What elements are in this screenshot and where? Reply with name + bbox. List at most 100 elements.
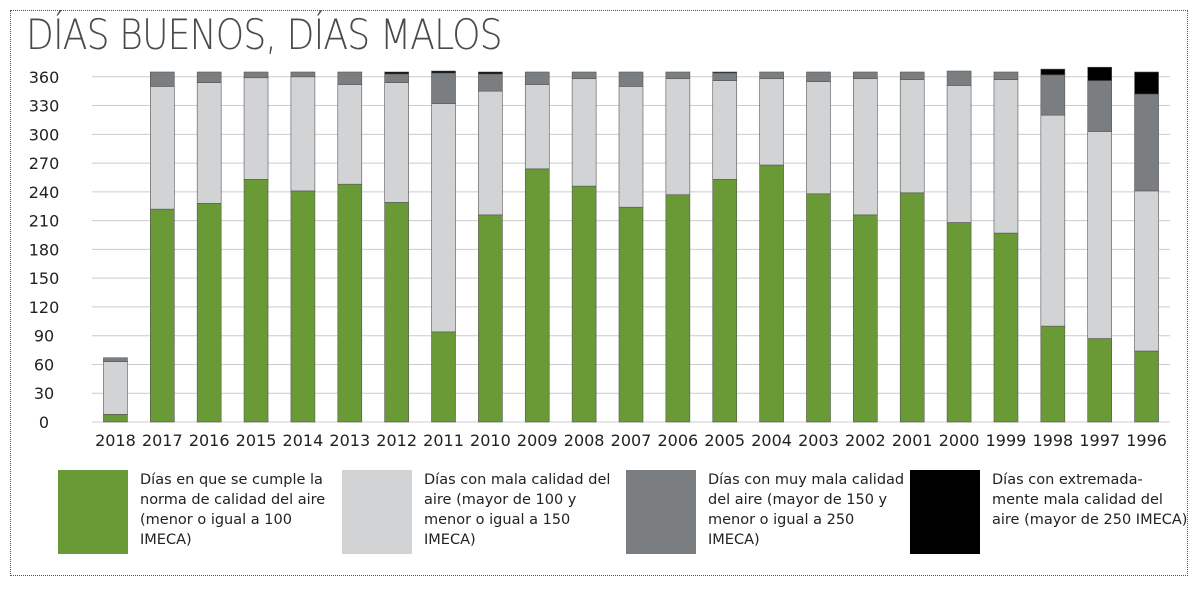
x-tick-label: 2016 xyxy=(189,431,230,450)
legend-swatch-buenos xyxy=(58,470,128,554)
y-tick-label: 300 xyxy=(29,125,60,144)
x-tick-label: 2004 xyxy=(751,431,792,450)
bar-segment-buenos xyxy=(946,222,972,423)
bar-stack-2017 xyxy=(150,71,175,423)
bar-segment-buenos xyxy=(478,214,503,423)
bar-segment-buenos xyxy=(571,185,597,423)
x-tick-label: 2018 xyxy=(95,431,136,450)
x-tick-label: 2008 xyxy=(564,431,605,450)
bar-segment-muy-mala xyxy=(712,72,738,81)
bar-segment-muy-mala xyxy=(150,71,175,87)
bar-segment-buenos xyxy=(665,194,691,423)
legend-swatch-mala xyxy=(342,470,412,554)
x-tick-label: 1996 xyxy=(1126,431,1167,450)
bar-segment-mala xyxy=(993,79,1019,234)
legend-label-buenos: Días en que se cumple la norma de calida… xyxy=(140,472,326,548)
y-tick-label: 210 xyxy=(29,212,60,231)
bar-segment-mala xyxy=(196,82,222,204)
bar-segment-extrema xyxy=(384,71,409,75)
x-tick-label: 2014 xyxy=(283,431,324,450)
bar-stack-2000 xyxy=(946,70,972,423)
bar-segment-mala xyxy=(103,361,128,415)
bar-segment-extrema xyxy=(1040,68,1066,76)
bar-segment-muy-mala xyxy=(1040,74,1066,116)
x-tick-label: 2007 xyxy=(611,431,652,450)
bar-segment-buenos xyxy=(899,192,925,423)
bar-segment-muy-mala xyxy=(431,72,456,104)
bar-segment-extrema xyxy=(712,71,738,74)
bar-stack-2011 xyxy=(431,70,456,423)
bar-segment-muy-mala xyxy=(618,71,644,87)
bar-segment-mala xyxy=(665,78,691,196)
y-tick-label: 240 xyxy=(29,183,60,202)
bar-segment-mala xyxy=(806,81,831,195)
bar-segment-buenos xyxy=(806,193,831,423)
bar-segment-muy-mala xyxy=(571,71,597,80)
bar-segment-buenos xyxy=(712,179,738,423)
bar-stack-2002 xyxy=(853,71,878,423)
bar-segment-buenos xyxy=(1087,338,1112,423)
bar-segment-buenos xyxy=(103,414,128,423)
bar-segment-buenos xyxy=(759,164,784,423)
bar-segment-muy-mala xyxy=(806,71,831,82)
bar-segment-muy-mala xyxy=(524,71,550,85)
legend-item-muy-mala: Días con muy mala calidad del aire (mayo… xyxy=(626,470,908,554)
legend-item-mala: Días con mala calidad del aire (mayor de… xyxy=(342,470,624,554)
bar-segment-buenos xyxy=(524,168,550,423)
bar-segment-buenos xyxy=(1040,325,1066,423)
x-tick-label: 2001 xyxy=(892,431,933,450)
bar-segment-muy-mala xyxy=(478,73,503,92)
bar-segment-buenos xyxy=(243,179,269,423)
bar-stack-2005 xyxy=(712,71,738,423)
bar-segment-buenos xyxy=(618,206,644,423)
legend-label-mala: Días con mala calidad del aire (mayor de… xyxy=(424,472,611,548)
bar-segment-mala xyxy=(946,85,972,223)
x-tick-label: 1999 xyxy=(986,431,1027,450)
bar-segment-mala xyxy=(899,79,925,194)
bar-stack-1999 xyxy=(993,71,1019,423)
bar-segment-buenos xyxy=(337,183,363,423)
bar-segment-muy-mala xyxy=(243,71,269,79)
x-axis-ticks: 2018 2017 2016 2015 2014 2013 2012 2011 2010 2009… xyxy=(95,431,1167,450)
bar-segment-mala xyxy=(1087,131,1112,339)
bar-stack-2008 xyxy=(571,71,597,423)
bar-stack-1998 xyxy=(1040,68,1066,423)
bar-segment-mala xyxy=(243,77,269,180)
y-tick-label: 60 xyxy=(34,355,54,374)
bar-segment-buenos xyxy=(290,190,316,423)
bar-segment-muy-mala xyxy=(337,71,363,85)
bar-segment-muy-mala xyxy=(665,71,691,80)
bar-segment-mala xyxy=(431,103,456,333)
x-tick-label: 2006 xyxy=(658,431,699,450)
y-tick-label: 0 xyxy=(39,413,49,432)
bar-stack-2015 xyxy=(243,71,269,423)
x-tick-label: 2005 xyxy=(704,431,745,450)
bar-segment-mala xyxy=(1134,190,1159,352)
y-tick-label: 120 xyxy=(29,298,60,317)
x-tick-label: 2000 xyxy=(939,431,980,450)
x-tick-label: 2003 xyxy=(798,431,839,450)
bar-segment-muy-mala xyxy=(103,357,128,362)
x-tick-label: 2017 xyxy=(142,431,183,450)
legend-label-muy-mala: Días con muy mala calidad del aire (mayo… xyxy=(708,472,905,548)
bars xyxy=(103,66,1159,423)
bar-stack-2007 xyxy=(618,71,644,423)
bar-stack-2013 xyxy=(337,71,363,423)
bar-segment-muy-mala xyxy=(759,71,784,80)
bar-stack-2001 xyxy=(899,71,925,423)
bar-segment-mala xyxy=(759,78,784,166)
y-tick-label: 30 xyxy=(34,384,54,403)
legend-swatch-muy-mala xyxy=(626,470,696,554)
bar-segment-muy-mala xyxy=(290,71,316,78)
bar-segment-mala xyxy=(712,80,738,180)
bar-segment-muy-mala xyxy=(384,73,409,83)
bar-segment-mala xyxy=(618,86,644,208)
x-tick-label: 2002 xyxy=(845,431,886,450)
legend-swatch-extrema xyxy=(910,470,980,554)
y-tick-label: 180 xyxy=(29,240,60,259)
bar-stack-2004 xyxy=(759,71,784,423)
chart-frame xyxy=(10,10,1188,576)
bar-stack-2009 xyxy=(524,71,550,423)
bar-segment-mala xyxy=(853,78,878,216)
